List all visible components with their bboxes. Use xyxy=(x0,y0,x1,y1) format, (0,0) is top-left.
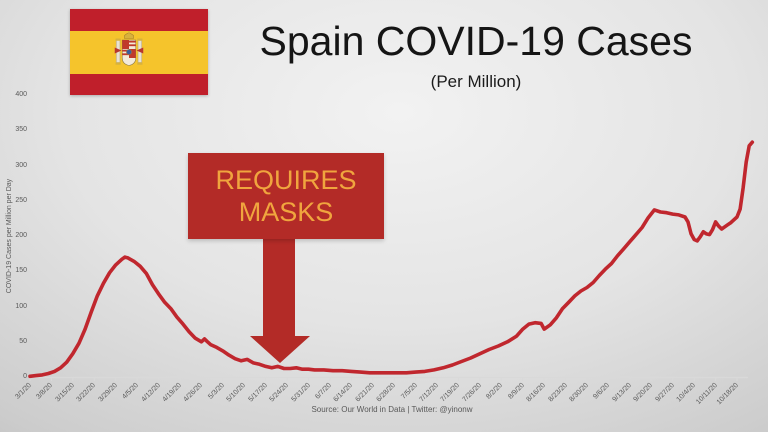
y-tick-label: 150 xyxy=(15,267,27,275)
y-tick-label: 50 xyxy=(19,337,27,345)
flag-stripe-top xyxy=(70,9,208,31)
title-block: Spain COVID-19 Cases (Per Million) xyxy=(212,18,740,92)
slide-title: Spain COVID-19 Cases xyxy=(259,18,693,64)
y-tick-label: 400 xyxy=(15,91,27,98)
y-tick-label: 0 xyxy=(23,373,27,380)
y-tick-label: 200 xyxy=(15,232,27,239)
flag-stripe-bottom xyxy=(70,73,208,95)
y-tick-label: 350 xyxy=(15,126,27,134)
mask-mandate-annotation: REQUIRES MASKS xyxy=(188,153,384,239)
covid-cases-line xyxy=(28,140,755,379)
source-caption: Source: Our World in Data | Twitter: @yi… xyxy=(311,405,473,414)
spain-coat-of-arms-icon xyxy=(114,31,144,66)
slide-subtitle: (Per Million) xyxy=(430,72,522,91)
y-tick-label: 100 xyxy=(15,302,27,310)
annotation-line-2: MASKS xyxy=(238,197,334,227)
y-tick-label: 250 xyxy=(15,196,27,204)
spain-flag-icon xyxy=(70,9,208,95)
y-tick-label: 300 xyxy=(15,161,27,169)
annotation-line-1: REQUIRES xyxy=(215,165,357,195)
